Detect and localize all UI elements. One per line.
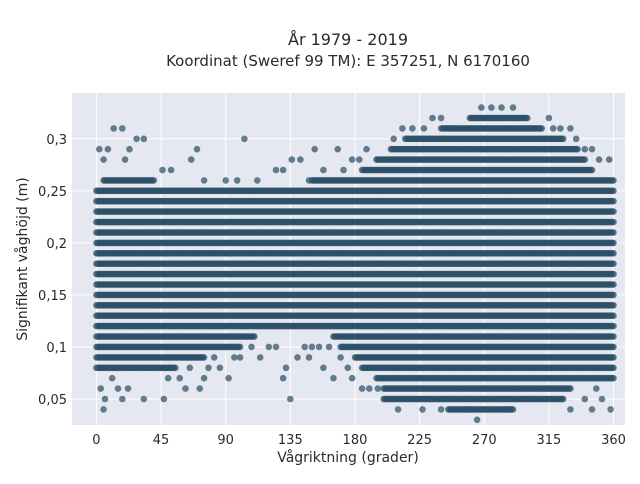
chart-title: År 1979 - 2019 xyxy=(288,30,408,49)
data-point xyxy=(610,271,617,278)
data-point xyxy=(610,240,617,247)
data-point xyxy=(560,396,567,403)
data-point xyxy=(610,302,617,309)
data-point xyxy=(610,292,617,299)
data-point xyxy=(610,250,617,257)
data-point xyxy=(510,406,517,413)
data-point xyxy=(610,281,617,288)
data-point xyxy=(610,323,617,330)
data-point xyxy=(251,333,258,340)
data-point xyxy=(610,344,617,351)
data-point xyxy=(610,260,617,267)
data-point xyxy=(201,354,208,361)
data-point xyxy=(610,375,617,382)
data-point xyxy=(610,365,617,372)
chart-subtitle: Koordinat (Sweref 99 TM): E 357251, N 61… xyxy=(166,52,530,70)
data-point xyxy=(172,365,179,372)
data-point xyxy=(610,312,617,319)
data-point xyxy=(610,354,617,361)
data-point xyxy=(567,385,574,392)
data-point xyxy=(610,333,617,340)
data-point xyxy=(237,344,244,351)
